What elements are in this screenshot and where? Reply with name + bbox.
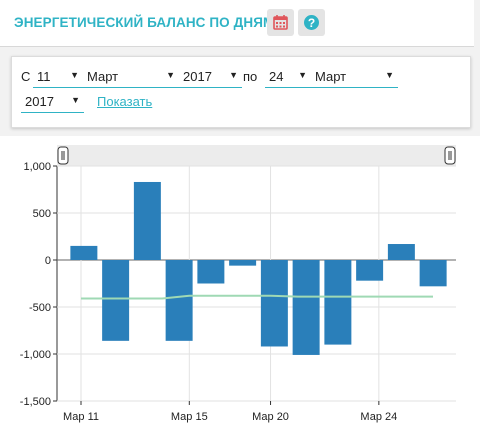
- bar[interactable]: [229, 260, 257, 266]
- bar[interactable]: [324, 260, 352, 345]
- bar[interactable]: [197, 260, 225, 284]
- trend-line: [81, 294, 433, 300]
- x-tick-label: Мар 11: [63, 411, 99, 423]
- date-range-filter: С 11 ▼ Март ▼ 2017 ▼ по 24 ▼ Март ▼ 2017 ▼ Пок…: [11, 56, 471, 128]
- x-tick-label: Мар 20: [252, 411, 289, 423]
- bar[interactable]: [133, 181, 161, 260]
- help-button[interactable]: ?: [298, 9, 325, 36]
- bar[interactable]: [419, 260, 447, 287]
- from-day-select[interactable]: 11 ▼: [33, 68, 83, 88]
- range-selector-track[interactable]: [57, 145, 456, 166]
- y-tick-label: 0: [45, 255, 51, 267]
- bar[interactable]: [260, 260, 288, 347]
- page-title: ЭНЕРГЕТИЧЕСКИЙ БАЛАНС ПО ДНЯМ: [14, 15, 275, 30]
- to-month-select[interactable]: Март ▼: [311, 68, 398, 88]
- bar[interactable]: [165, 260, 193, 341]
- y-tick-label: -1,000: [20, 349, 51, 361]
- calendar-icon: [273, 15, 288, 30]
- bar[interactable]: [387, 244, 415, 260]
- y-tick-label: 1,000: [23, 161, 51, 173]
- to-year-select[interactable]: 2017 ▼: [21, 93, 84, 113]
- range-handle-left[interactable]: [57, 146, 69, 165]
- y-tick-label: 500: [33, 208, 51, 220]
- y-tick-label: -1,500: [20, 396, 51, 408]
- from-year-select[interactable]: 2017 ▼: [179, 68, 242, 88]
- bar[interactable]: [102, 260, 130, 341]
- page-header: ЭНЕРГЕТИЧЕСКИЙ БАЛАНС ПО ДНЯМ ?: [0, 0, 474, 47]
- help-icon: ?: [304, 15, 319, 30]
- chart-area: 1,000 500 0 -500 -1,000 -1,500 Мар 11 Мар 15 Ма…: [0, 136, 480, 439]
- x-tick-label: Мар 24: [360, 411, 397, 423]
- from-month-select[interactable]: Март ▼: [83, 68, 179, 88]
- calendar-button[interactable]: [267, 9, 294, 36]
- show-link[interactable]: Показать: [97, 94, 153, 109]
- from-label: С: [21, 69, 31, 84]
- x-tick-label: Мар 15: [171, 411, 208, 423]
- energy-balance-chart: 1,000 500 0 -500 -1,000 -1,500 Мар 11 Мар 15 Ма…: [20, 145, 456, 423]
- svg-text:?: ?: [308, 16, 315, 30]
- to-day-select[interactable]: 24 ▼: [265, 68, 311, 88]
- bar[interactable]: [70, 245, 98, 260]
- to-label: по: [243, 69, 258, 84]
- bar[interactable]: [356, 260, 384, 281]
- y-tick-label: -500: [29, 302, 51, 314]
- range-handle-right[interactable]: [444, 146, 456, 165]
- bar[interactable]: [292, 260, 320, 355]
